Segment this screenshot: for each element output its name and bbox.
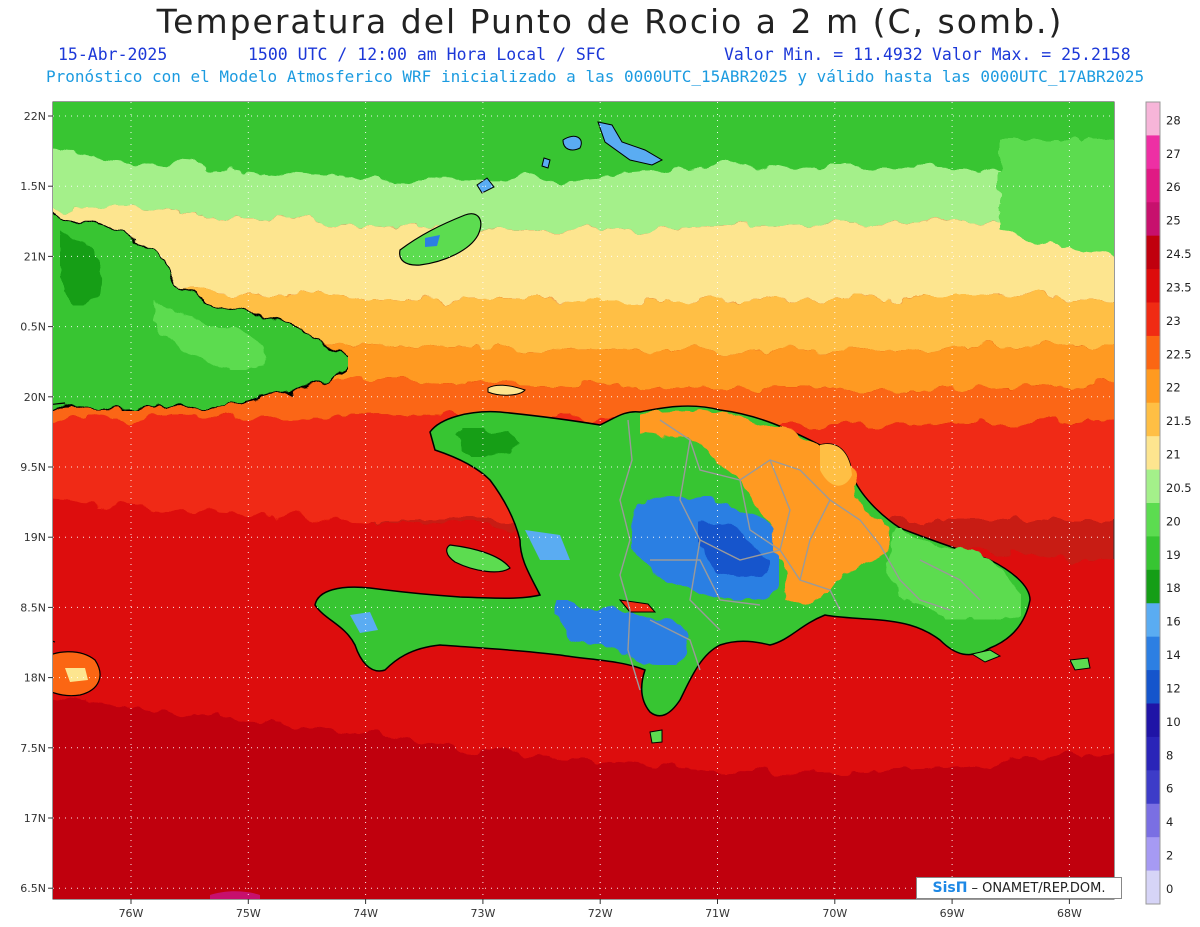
- lon-label: 68W: [1057, 907, 1082, 920]
- min-value: Valor Min. = 11.4932: [724, 45, 923, 64]
- map-title: Temperatura del Punto de Rocio a 2 m (C,…: [156, 2, 1064, 41]
- colorbar-label: 2: [1166, 849, 1173, 863]
- colorbar-label: 20: [1166, 514, 1181, 528]
- colorbar-swatch: [1146, 436, 1160, 471]
- colorbar-label: 8: [1166, 748, 1173, 762]
- max-value: Valor Max. = 25.2158: [932, 45, 1131, 64]
- model-info: Pronóstico con el Modelo Atmosferico WRF…: [46, 67, 1145, 86]
- colorbar-label: 20.5: [1166, 481, 1192, 495]
- lat-label: 9.5N: [20, 461, 46, 474]
- colorbar-swatch: [1146, 837, 1160, 872]
- shaded-field: [53, 102, 1114, 899]
- colorbar-label: 0: [1166, 882, 1173, 896]
- colorbar-label: 23: [1166, 314, 1181, 328]
- lat-label: 7.5N: [20, 742, 46, 755]
- colorbar-label: 21: [1166, 448, 1181, 462]
- colorbar-label: 26: [1166, 180, 1181, 194]
- cuba-island: [53, 209, 349, 412]
- colorbar-swatch: [1146, 636, 1160, 671]
- colorbar-label: 23.5: [1166, 280, 1192, 294]
- colorbar-label: 12: [1166, 681, 1181, 695]
- lat-label: 6.5N: [20, 882, 46, 895]
- colorbar-label: 25: [1166, 214, 1181, 228]
- color-legend: 2827262524.523.52322.52221.52120.5201918…: [1145, 101, 1192, 905]
- colorbar-label: 4: [1166, 815, 1173, 829]
- colorbar-swatch: [1146, 135, 1160, 170]
- lat-label: 19N: [24, 531, 46, 544]
- lon-label: 71W: [705, 907, 730, 920]
- colorbar-frame: [1145, 101, 1161, 905]
- lat-label: 0.5N: [20, 321, 46, 334]
- colorbar-label: 21.5: [1166, 414, 1192, 428]
- lat-label: 17N: [24, 812, 46, 825]
- lat-label: 20N: [24, 391, 46, 404]
- colorbar-label: 22.5: [1166, 347, 1192, 361]
- colorbar-label: 28: [1166, 113, 1181, 127]
- colorbar-label: 16: [1166, 615, 1181, 629]
- colorbar-swatch: [1146, 369, 1160, 404]
- colorbar-swatch: [1146, 803, 1160, 838]
- valid-time: 1500 UTC / 12:00 am Hora Local / SFC: [248, 45, 606, 64]
- lon-label: 69W: [940, 907, 965, 920]
- colorbar-swatch: [1146, 670, 1160, 704]
- colorbar-label: 27: [1166, 147, 1181, 161]
- colorbar-label: 18: [1166, 581, 1181, 595]
- colorbar-swatch: [1146, 102, 1160, 136]
- axis-labels: 22N 1.5N 21N 0.5N 20N 9.5N 19N 8.5N 18N 7.5N 17N 6.…: [20, 110, 1082, 920]
- credit-text: – ONAMET/REP.DOM.: [971, 880, 1106, 896]
- colorbar-label: 22: [1166, 381, 1181, 395]
- colorbar-swatch: [1146, 269, 1160, 303]
- colorbar-swatch: [1146, 469, 1160, 504]
- lat-label: 8.5N: [20, 601, 46, 614]
- lat-label: 1.5N: [20, 180, 46, 193]
- colorbar-swatch: [1146, 235, 1160, 270]
- lon-label: 70W: [822, 907, 847, 920]
- colorbar-swatch: [1146, 536, 1160, 571]
- lon-label: 75W: [236, 907, 261, 920]
- valid-date: 15-Abr-2025: [58, 45, 168, 64]
- colorbar-swatch: [1146, 202, 1160, 237]
- lon-label: 74W: [353, 907, 378, 920]
- gonave-island: [446, 544, 511, 573]
- lon-label: 72W: [588, 907, 613, 920]
- colorbar-swatch: [1146, 603, 1160, 638]
- colorbar-swatch: [1146, 302, 1160, 337]
- colorbar-swatch: [1146, 168, 1160, 203]
- credit-badge: SisΠ – ONAMET/REP.DOM.: [916, 877, 1122, 899]
- colorbar-swatch: [1146, 703, 1160, 738]
- lat-label: 18N: [24, 672, 46, 685]
- lat-label: 22N: [24, 110, 46, 123]
- colorbar-swatch: [1146, 402, 1160, 437]
- colorbar-label: 19: [1166, 548, 1181, 562]
- colorbar-swatch: [1146, 870, 1160, 905]
- colorbar-label: 24.5: [1166, 247, 1192, 261]
- lat-label: 21N: [24, 250, 46, 263]
- sispi-logo: SisΠ: [932, 880, 968, 896]
- lon-label: 73W: [470, 907, 495, 920]
- hispaniola-island: [314, 405, 1031, 717]
- colorbar-label: 10: [1166, 715, 1181, 729]
- colorbar-swatch: [1146, 503, 1160, 537]
- colorbar-label: 6: [1166, 782, 1173, 796]
- colorbar-swatch: [1146, 736, 1160, 771]
- colorbar-label: 14: [1166, 648, 1181, 662]
- great-inagua-island: [399, 213, 482, 266]
- colorbar-swatch: [1146, 335, 1160, 370]
- colorbar-swatch: [1146, 569, 1160, 604]
- lon-label: 76W: [119, 907, 144, 920]
- colorbar-swatch: [1146, 770, 1160, 805]
